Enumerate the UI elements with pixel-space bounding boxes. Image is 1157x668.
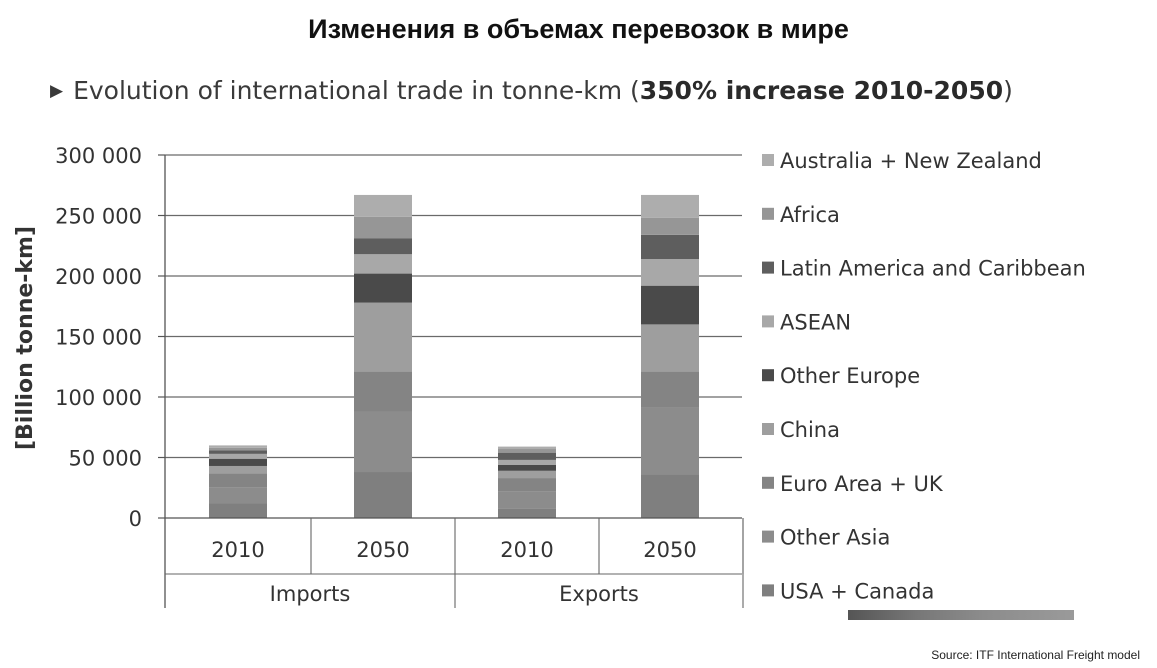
legend-swatch: [762, 315, 774, 328]
legend-swatch: [762, 423, 774, 435]
y-tick-label: 200 000: [55, 265, 142, 289]
bar-segment: [209, 453, 267, 459]
bar-segment: [209, 445, 267, 448]
bar-segment: [354, 194, 412, 217]
bar-segment: [498, 459, 556, 465]
bar-segment: [209, 465, 267, 474]
bar-segment: [641, 194, 699, 218]
legend-label: Other Europe: [780, 364, 920, 388]
chart-subtitle: ▶ Evolution of international trade in ton…: [50, 76, 1013, 105]
bar-segment: [641, 371, 699, 408]
axes: [164, 155, 744, 608]
legend-label: Latin America and Caribbean: [780, 257, 1086, 281]
bar-segment: [498, 478, 556, 492]
bar-segment: [498, 449, 556, 453]
legend-swatch: [762, 369, 774, 382]
bar-segment: [498, 452, 556, 460]
group-label: Imports: [270, 582, 351, 606]
bar-segment: [641, 259, 699, 286]
legend: Australia + New Zealand Africa Latin Ameri…: [762, 149, 1086, 603]
y-tick-labels: 0 50 000 100 000 150 000 200 000 250 000 300 0…: [55, 144, 142, 531]
x-tick-label: 2050: [643, 538, 696, 562]
legend-label: USA + Canada: [780, 579, 934, 603]
bar-segment: [354, 216, 412, 239]
legend-label: Africa: [780, 203, 840, 227]
page-title: Изменения в объемах перевозок в мире: [308, 14, 849, 44]
y-tick-label: 300 000: [55, 144, 142, 168]
bar-segment: [498, 446, 556, 450]
bar-segment: [209, 503, 267, 518]
y-tick-label: 0: [129, 507, 142, 531]
y-tick-label: 250 000: [55, 205, 142, 229]
bar-segment: [354, 302, 412, 372]
bar-segment: [641, 285, 699, 325]
bar-segment: [641, 407, 699, 475]
decorative-bar: [848, 610, 1074, 620]
y-tick-label: 50 000: [69, 447, 142, 471]
bar-segment: [498, 464, 556, 471]
subtitle-highlight: 350% increase 2010-2050: [639, 76, 1004, 105]
bar-segment: [354, 472, 412, 518]
bar-segment: [498, 508, 556, 518]
legend-swatch: [762, 207, 774, 220]
bar-segment: [641, 217, 699, 235]
bar-segment: [641, 474, 699, 518]
triangle-bullet-icon: ▶: [50, 81, 64, 101]
bar-segment: [354, 238, 412, 255]
legend-swatch: [762, 476, 774, 489]
legend-swatch: [762, 530, 774, 543]
legend-swatch: [762, 154, 774, 166]
y-tick-label: 150 000: [55, 326, 142, 350]
bars: [209, 194, 699, 518]
bar-segment: [641, 234, 699, 260]
bar-segment: [354, 411, 412, 473]
bar-segment: [354, 273, 412, 303]
legend-label: ASEAN: [780, 310, 851, 334]
y-axis-label: [Billion tonne-km]: [13, 226, 38, 450]
bar-segment: [641, 324, 699, 372]
x-tick-label: 2010: [211, 538, 264, 562]
y-tick-label: 100 000: [55, 386, 142, 410]
bar-segment: [498, 491, 556, 509]
x-tick-label: 2010: [500, 538, 553, 562]
subtitle-close: ): [1003, 76, 1013, 105]
bar-segment: [354, 254, 412, 274]
subtitle-text: Evolution of international trade in tonn…: [73, 76, 640, 105]
group-label: Exports: [559, 582, 639, 606]
bar-segment: [498, 470, 556, 479]
legend-swatch: [762, 261, 774, 274]
x-tick-label: 2050: [356, 538, 409, 562]
bar-segment: [209, 447, 267, 451]
legend-label: China: [780, 418, 840, 442]
bar-segment: [209, 487, 267, 504]
bar-segment: [209, 450, 267, 454]
legend-swatch: [762, 584, 774, 597]
bar-segment: [354, 371, 412, 412]
source-note: Source: ITF International Freight model: [931, 648, 1140, 662]
bar-segment: [209, 458, 267, 466]
legend-label: Euro Area + UK: [780, 472, 944, 496]
legend-label: Australia + New Zealand: [780, 149, 1042, 173]
bar-segment: [209, 473, 267, 488]
legend-label: Other Asia: [780, 526, 890, 550]
